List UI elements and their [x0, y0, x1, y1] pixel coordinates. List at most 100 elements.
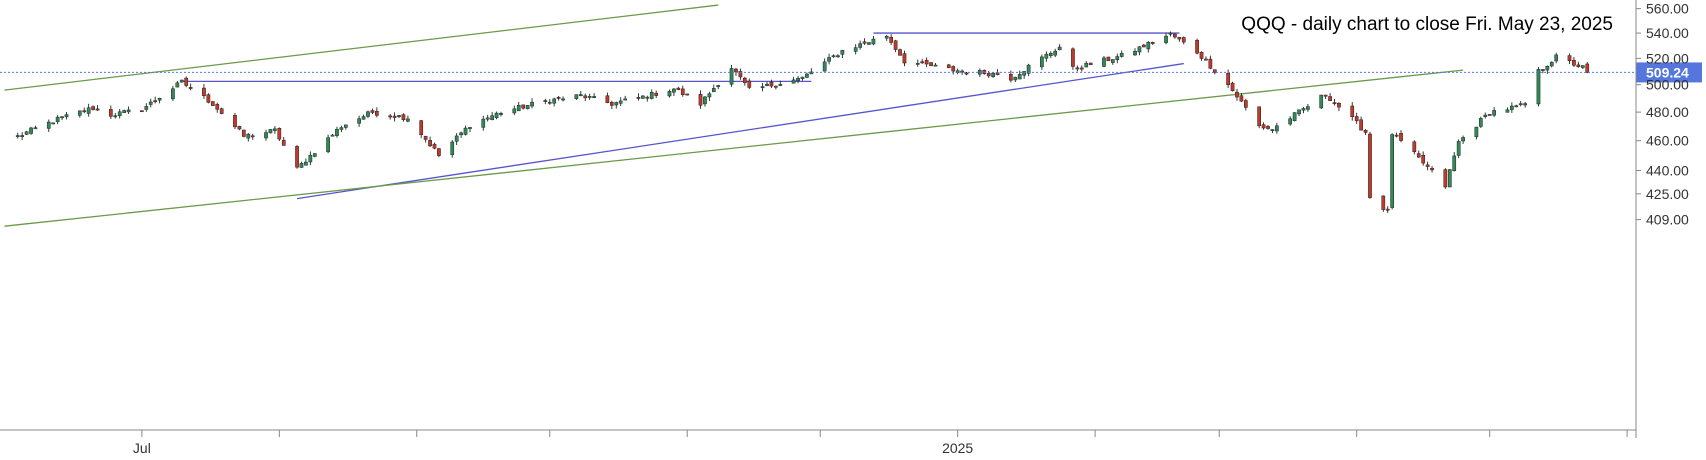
candle — [401, 113, 406, 122]
candle — [516, 101, 521, 112]
candle — [898, 48, 902, 56]
candle-body — [375, 110, 379, 116]
candle — [836, 54, 840, 58]
candle-body — [1057, 46, 1062, 51]
candle — [1306, 103, 1310, 112]
candle-body — [711, 88, 716, 93]
candle-body — [556, 97, 561, 99]
candle — [667, 89, 672, 98]
candle-body — [264, 132, 268, 139]
candle — [20, 132, 25, 141]
candle — [827, 53, 831, 65]
candle-body — [516, 104, 521, 112]
candle-body — [250, 135, 255, 138]
candle — [915, 59, 920, 67]
candle-body — [530, 101, 534, 107]
candle-body — [202, 87, 206, 97]
candle — [82, 107, 87, 114]
candle-body — [485, 117, 490, 120]
candle-body — [641, 95, 645, 99]
candle-body — [335, 129, 339, 136]
candle — [437, 147, 441, 158]
candle-body — [587, 96, 592, 98]
candle-body — [512, 108, 517, 114]
x-tick-label: 2025 — [942, 440, 973, 455]
candle-body — [1385, 208, 1390, 211]
candle — [117, 108, 122, 119]
candle-body — [738, 71, 743, 78]
candle — [24, 130, 29, 136]
candle — [933, 63, 938, 67]
candle-body — [343, 124, 348, 128]
candle — [1177, 36, 1182, 42]
y-tick-label: 460.00 — [1646, 133, 1689, 149]
candle — [1399, 130, 1403, 143]
candle-body — [281, 139, 286, 146]
candle-body — [1017, 74, 1022, 80]
candle — [454, 133, 459, 146]
candle — [304, 158, 308, 166]
candle-body — [889, 36, 894, 43]
green-trendline — [4, 69, 1464, 227]
candle-body — [822, 61, 827, 72]
candle-body — [1390, 134, 1394, 208]
candle — [64, 112, 69, 120]
candle-body — [672, 88, 676, 93]
candle — [1572, 57, 1576, 68]
candle-body — [1545, 66, 1550, 71]
candle — [459, 131, 463, 138]
candle — [206, 93, 211, 104]
candle-body — [1323, 94, 1328, 97]
candle — [1239, 93, 1244, 103]
candle — [530, 98, 534, 109]
candle-body — [1452, 155, 1457, 171]
candle-body — [1416, 153, 1421, 158]
candle — [645, 95, 650, 102]
candle-body — [299, 163, 304, 168]
candle — [698, 90, 703, 109]
candle — [951, 65, 956, 75]
candle-body — [867, 42, 871, 45]
candle-body — [1115, 56, 1120, 61]
candle-body — [1212, 69, 1217, 73]
candle — [1359, 116, 1363, 131]
y-tick-label: 440.00 — [1646, 163, 1689, 179]
candle-body — [60, 116, 64, 119]
candle — [91, 105, 95, 111]
candle-body — [1239, 95, 1244, 102]
candle-body — [481, 118, 486, 128]
x-tick-label: Jul — [133, 440, 151, 455]
candle-body — [747, 80, 752, 88]
candle — [1541, 69, 1545, 74]
candle-body — [233, 114, 237, 128]
candle — [902, 50, 907, 67]
candle — [1505, 107, 1510, 113]
candle — [1549, 61, 1554, 68]
candle-body — [609, 102, 614, 106]
candle-body — [1572, 59, 1576, 66]
candle — [370, 108, 375, 115]
candle-body — [734, 68, 738, 73]
candle — [406, 115, 410, 123]
candle-body — [24, 131, 29, 135]
candle-body — [1230, 82, 1235, 91]
candle — [392, 112, 397, 122]
candle-body — [295, 146, 299, 168]
candle — [1452, 152, 1457, 172]
last-price-label: 509.24 — [1646, 64, 1689, 80]
candle-body — [1235, 91, 1239, 98]
candle-body — [924, 59, 929, 65]
candle-body — [273, 128, 277, 131]
candle-body — [1266, 126, 1270, 129]
candle-body — [800, 76, 805, 79]
candle — [330, 133, 335, 137]
candle — [1412, 140, 1417, 155]
candle — [308, 151, 313, 166]
candle-body — [15, 135, 20, 137]
candle — [574, 94, 579, 100]
candle — [1319, 94, 1324, 110]
green-trendline — [4, 4, 719, 91]
candle — [578, 91, 583, 97]
candle-body — [210, 101, 215, 106]
candle-body — [1204, 58, 1208, 61]
